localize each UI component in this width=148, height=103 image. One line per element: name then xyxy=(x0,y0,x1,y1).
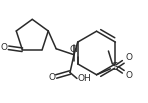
Text: O: O xyxy=(126,53,133,62)
Text: O: O xyxy=(126,71,133,80)
Text: Cl: Cl xyxy=(69,44,78,54)
Text: O: O xyxy=(0,43,7,52)
Text: O: O xyxy=(49,73,56,82)
Text: S: S xyxy=(111,62,118,72)
Text: OH: OH xyxy=(78,74,92,83)
